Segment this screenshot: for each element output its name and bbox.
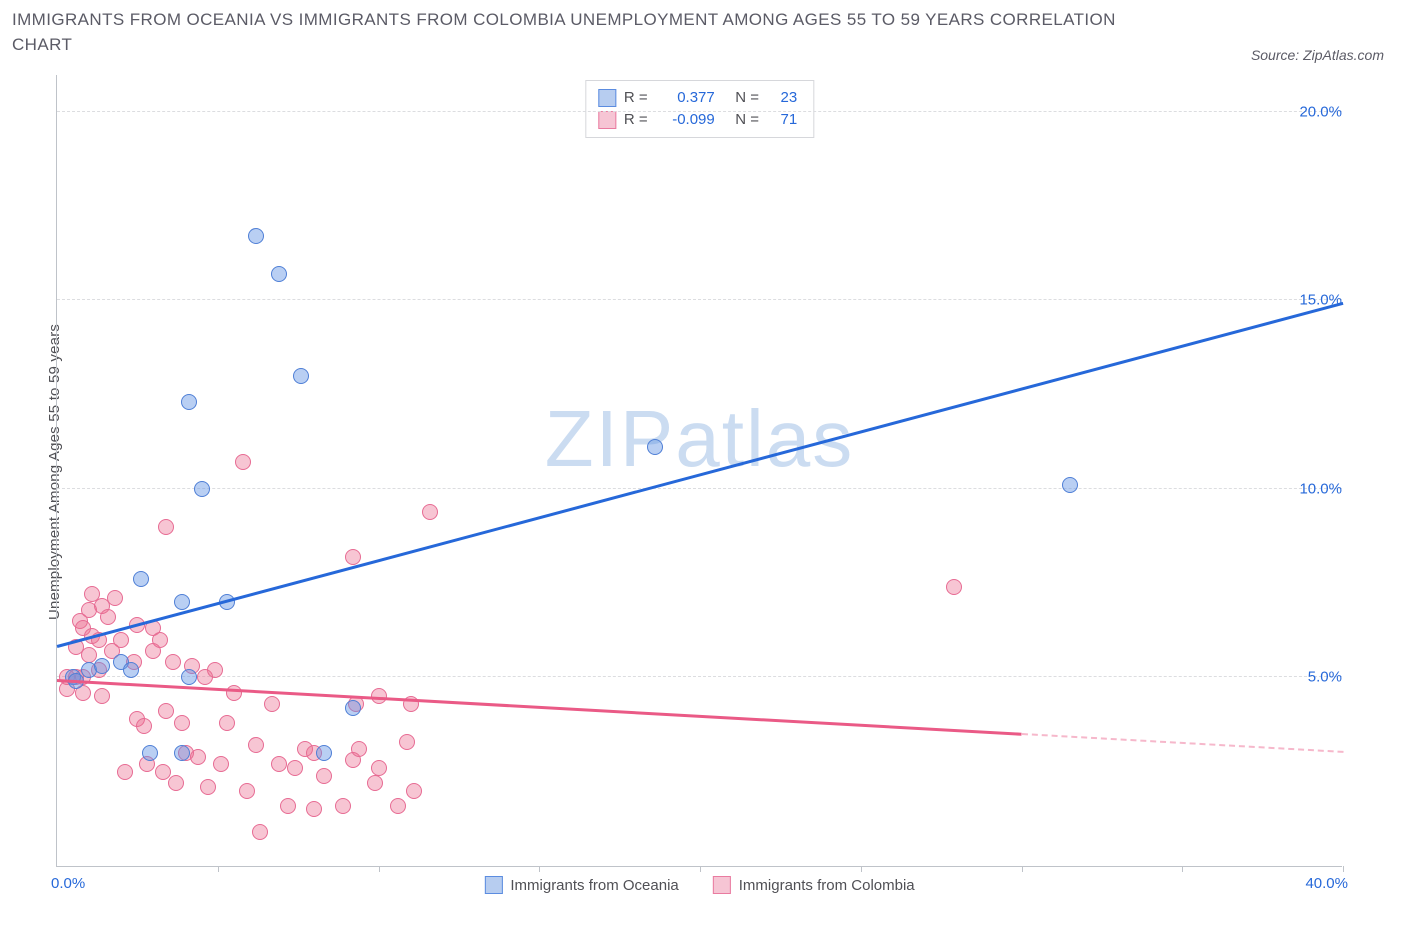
gridline (57, 299, 1342, 300)
r-value-colombia: -0.099 (660, 109, 715, 131)
oceania-point (123, 662, 139, 678)
oceania-point (181, 394, 197, 410)
colombia-point (280, 798, 296, 814)
oceania-point (181, 669, 197, 685)
colombia-point (117, 764, 133, 780)
colombia-point (219, 715, 235, 731)
colombia-point (235, 454, 251, 470)
oceania-point (647, 439, 663, 455)
legend-label-colombia: Immigrants from Colombia (739, 877, 915, 894)
colombia-point (158, 703, 174, 719)
y-tick-label: 10.0% (1299, 480, 1346, 497)
x-tick (861, 866, 862, 872)
colombia-point (107, 590, 123, 606)
y-tick-label: 20.0% (1299, 103, 1346, 120)
oceania-point (316, 745, 332, 761)
oceania-trendline (57, 302, 1344, 648)
colombia-point (136, 718, 152, 734)
swatch-colombia (598, 111, 616, 129)
gridline (57, 488, 1342, 489)
colombia-point (190, 749, 206, 765)
colombia-point (158, 519, 174, 535)
oceania-point (1062, 477, 1078, 493)
colombia-point (200, 779, 216, 795)
colombia-point (174, 715, 190, 731)
colombia-point (287, 760, 303, 776)
n-value-oceania: 23 (771, 87, 797, 109)
colombia-point (406, 783, 422, 799)
colombia-point (100, 609, 116, 625)
source-attribution: Source: ZipAtlas.com (1251, 47, 1384, 63)
x-tick (218, 866, 219, 872)
legend-row-oceania: R = 0.377 N = 23 (598, 87, 797, 109)
oceania-point (94, 658, 110, 674)
colombia-point (207, 662, 223, 678)
oceania-point (174, 745, 190, 761)
colombia-point (168, 775, 184, 791)
colombia-point (316, 768, 332, 784)
legend-row-colombia: R = -0.099 N = 71 (598, 109, 797, 131)
n-value-colombia: 71 (771, 109, 797, 131)
oceania-point (142, 745, 158, 761)
x-tick (1022, 866, 1023, 872)
colombia-point (422, 504, 438, 520)
colombia-point (390, 798, 406, 814)
oceania-point (345, 700, 361, 716)
oceania-point (174, 594, 190, 610)
colombia-point (345, 549, 361, 565)
gridline (57, 111, 1342, 112)
colombia-point (239, 783, 255, 799)
legend-item-oceania: Immigrants from Oceania (484, 876, 678, 894)
colombia-point (113, 632, 129, 648)
colombia-point (165, 654, 181, 670)
colombia-trendline (57, 679, 1022, 735)
swatch-colombia-icon (713, 876, 731, 894)
colombia-point (335, 798, 351, 814)
colombia-point (226, 685, 242, 701)
oceania-point (271, 266, 287, 282)
colombia-point (152, 632, 168, 648)
colombia-point (94, 688, 110, 704)
swatch-oceania-icon (484, 876, 502, 894)
colombia-point (306, 801, 322, 817)
oceania-point (133, 571, 149, 587)
colombia-point (399, 734, 415, 750)
colombia-point (351, 741, 367, 757)
colombia-point (367, 775, 383, 791)
swatch-oceania (598, 89, 616, 107)
colombia-point (248, 737, 264, 753)
x-tick (379, 866, 380, 872)
x-tick (700, 866, 701, 872)
colombia-point (213, 756, 229, 772)
chart-title: IMMIGRANTS FROM OCEANIA VS IMMIGRANTS FR… (12, 8, 1152, 57)
colombia-point (252, 824, 268, 840)
colombia-point (271, 756, 287, 772)
oceania-point (248, 228, 264, 244)
series-legend: Immigrants from Oceania Immigrants from … (484, 876, 914, 894)
r-value-oceania: 0.377 (660, 87, 715, 109)
x-tick (1343, 866, 1344, 872)
x-tick (539, 866, 540, 872)
colombia-point (371, 760, 387, 776)
oceania-point (194, 481, 210, 497)
colombia-trendline (1021, 733, 1343, 753)
watermark: ZIPatlas (545, 393, 854, 485)
scatter-plot-area: ZIPatlas R = 0.377 N = 23 R = -0.099 N =… (56, 75, 1342, 867)
colombia-point (946, 579, 962, 595)
colombia-point (264, 696, 280, 712)
x-axis-max-label: 40.0% (1305, 875, 1348, 892)
y-tick-label: 5.0% (1308, 669, 1346, 686)
oceania-point (293, 368, 309, 384)
correlation-legend: R = 0.377 N = 23 R = -0.099 N = 71 (585, 80, 814, 138)
x-axis-min-label: 0.0% (51, 875, 85, 892)
legend-item-colombia: Immigrants from Colombia (713, 876, 915, 894)
legend-label-oceania: Immigrants from Oceania (510, 877, 678, 894)
x-tick (1182, 866, 1183, 872)
gridline (57, 676, 1342, 677)
